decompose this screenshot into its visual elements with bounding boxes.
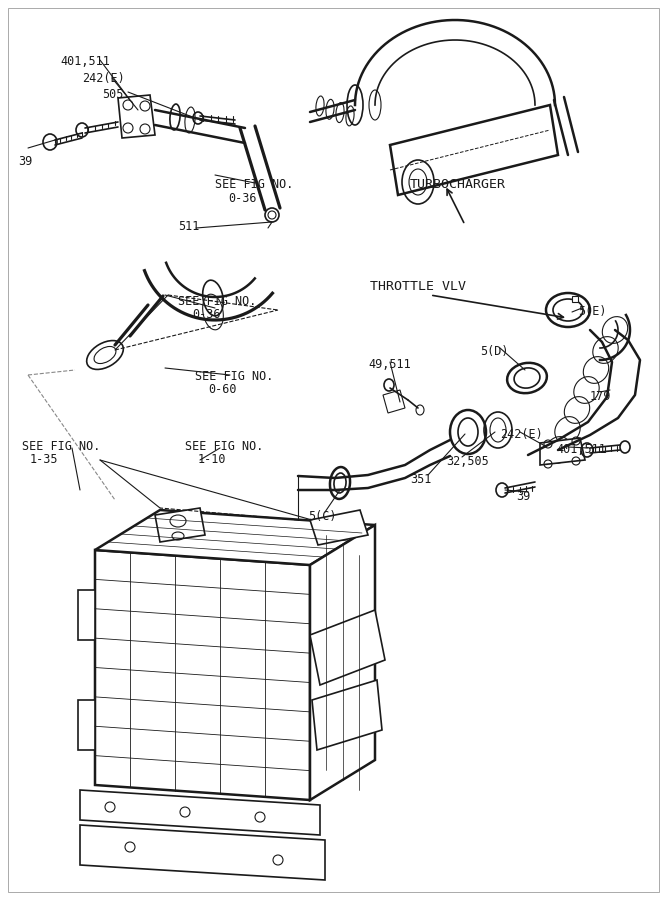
Text: 401,511: 401,511 [60, 55, 110, 68]
Text: 39: 39 [516, 490, 530, 503]
Text: THROTTLE VLV: THROTTLE VLV [370, 280, 466, 293]
Text: SEE FIG NO.: SEE FIG NO. [185, 440, 263, 453]
Text: 0-60: 0-60 [208, 383, 237, 396]
Text: 242(E): 242(E) [82, 72, 125, 85]
Text: 511: 511 [178, 220, 199, 233]
Text: 5(D): 5(D) [480, 345, 508, 358]
Text: 1-10: 1-10 [198, 453, 227, 466]
Polygon shape [310, 525, 375, 800]
Text: TURBOCHARGER: TURBOCHARGER [410, 178, 506, 191]
Text: SEE FIG NO.: SEE FIG NO. [178, 295, 256, 308]
Polygon shape [383, 390, 405, 413]
Text: 179: 179 [590, 390, 612, 403]
Text: 351: 351 [410, 473, 432, 486]
Text: 32,505: 32,505 [446, 455, 489, 468]
Text: 49,511: 49,511 [368, 358, 411, 371]
Polygon shape [310, 510, 368, 545]
Text: SEE FIG NO.: SEE FIG NO. [22, 440, 100, 453]
Text: 39: 39 [18, 155, 32, 168]
Polygon shape [78, 700, 95, 750]
Polygon shape [95, 550, 310, 800]
Polygon shape [312, 680, 382, 750]
Polygon shape [80, 825, 325, 880]
Text: 5(E): 5(E) [578, 305, 606, 318]
Text: 505: 505 [102, 88, 123, 101]
Polygon shape [310, 610, 385, 685]
Polygon shape [80, 790, 320, 835]
Text: 0-36: 0-36 [192, 308, 221, 321]
Polygon shape [78, 590, 95, 640]
Polygon shape [572, 296, 578, 302]
Text: 5(C): 5(C) [308, 510, 336, 523]
Polygon shape [118, 95, 155, 138]
Polygon shape [155, 508, 205, 542]
Text: 0-36: 0-36 [228, 192, 257, 205]
Text: 242(E): 242(E) [500, 428, 543, 441]
Text: SEE FIG NO.: SEE FIG NO. [195, 370, 273, 383]
Polygon shape [540, 438, 585, 465]
Text: 401,511: 401,511 [556, 443, 606, 456]
Text: 1-35: 1-35 [30, 453, 59, 466]
Text: SEE FIG NO.: SEE FIG NO. [215, 178, 293, 191]
Polygon shape [95, 510, 375, 565]
